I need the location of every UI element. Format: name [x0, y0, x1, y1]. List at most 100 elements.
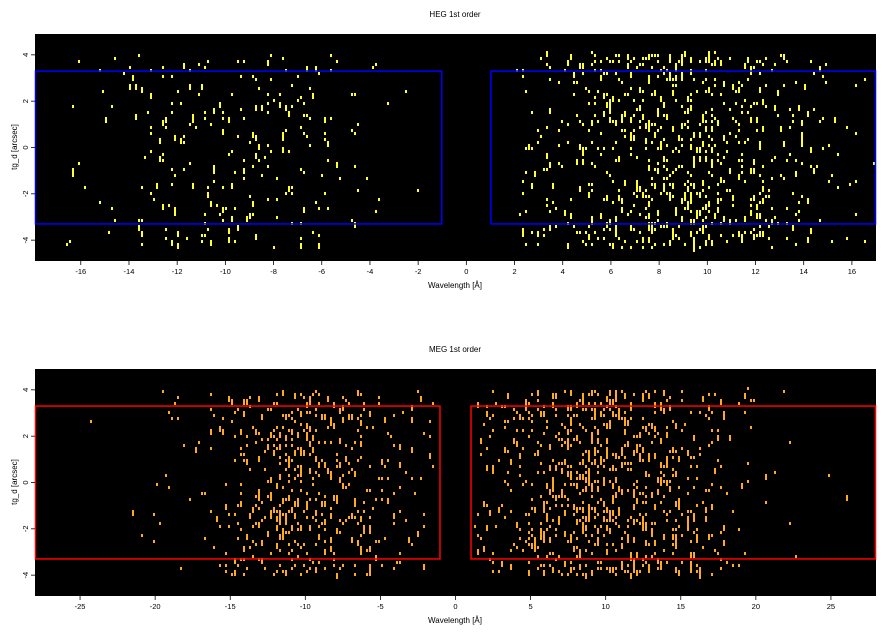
meg-event	[525, 513, 527, 516]
meg-event	[597, 561, 599, 564]
meg-event	[237, 408, 239, 411]
heg-event	[753, 168, 755, 171]
meg-event	[306, 402, 308, 408]
heg-event	[780, 126, 782, 132]
heg-event	[243, 177, 245, 180]
heg-event	[624, 183, 626, 186]
heg-event	[648, 240, 650, 243]
meg-event	[600, 462, 602, 465]
heg-event	[609, 228, 611, 231]
meg-event	[657, 477, 659, 483]
heg-event	[531, 183, 533, 189]
meg-event	[315, 510, 317, 513]
meg-event	[300, 546, 302, 549]
meg-event	[663, 465, 665, 468]
meg-event	[642, 528, 644, 531]
meg-event	[639, 570, 641, 573]
heg-event	[645, 216, 647, 219]
meg-event	[576, 555, 578, 558]
heg-event	[552, 201, 554, 204]
meg-event	[708, 405, 710, 411]
heg-event	[180, 102, 182, 105]
meg-event	[342, 474, 344, 477]
heg-event	[558, 144, 560, 147]
heg-event	[165, 237, 167, 240]
heg-event	[156, 186, 158, 189]
meg-event	[621, 537, 623, 540]
heg-event	[759, 231, 761, 234]
meg-event	[228, 513, 230, 516]
heg-event	[753, 234, 755, 240]
heg-event	[687, 186, 689, 189]
meg-event	[258, 522, 260, 528]
meg-event	[675, 528, 677, 531]
meg-event	[681, 561, 683, 564]
meg-event	[675, 519, 677, 522]
heg-event	[657, 219, 659, 222]
heg-event	[693, 246, 695, 252]
meg-event	[213, 414, 215, 417]
heg-event	[696, 192, 698, 195]
meg-event	[330, 417, 332, 420]
heg-event	[579, 120, 581, 123]
meg-event	[723, 411, 725, 417]
heg-event	[207, 228, 209, 231]
meg-event	[294, 501, 296, 507]
meg-event	[609, 423, 611, 426]
meg-event	[369, 516, 371, 519]
meg-event	[360, 552, 362, 555]
meg-event	[621, 492, 623, 495]
heg-event	[729, 189, 731, 192]
heg-region-2	[490, 70, 877, 225]
heg-event	[222, 117, 224, 120]
heg-event	[741, 84, 743, 87]
heg-event	[603, 72, 605, 75]
meg-event	[351, 468, 353, 471]
meg-event	[690, 465, 692, 468]
heg-event	[255, 135, 257, 141]
meg-event	[243, 399, 245, 405]
heg-event	[630, 153, 632, 156]
heg-event	[591, 243, 593, 246]
meg-event	[582, 477, 584, 480]
meg-event	[666, 462, 668, 465]
heg-event	[666, 144, 668, 147]
meg-event	[519, 474, 521, 477]
meg-event	[687, 519, 689, 525]
meg-event	[219, 525, 221, 528]
heg-event	[618, 156, 620, 159]
heg-event	[630, 60, 632, 63]
heg-event	[762, 189, 764, 192]
heg-event	[762, 165, 764, 168]
heg-event	[705, 195, 707, 198]
meg-event	[210, 393, 212, 396]
heg-event	[756, 117, 758, 123]
heg-event	[804, 84, 806, 90]
heg-event	[129, 66, 131, 69]
heg-event	[759, 60, 761, 63]
meg-event	[294, 468, 296, 471]
meg-event	[522, 549, 524, 552]
heg-event	[708, 210, 710, 213]
heg-event	[684, 111, 686, 114]
meg-event	[405, 519, 407, 522]
meg-event	[612, 543, 614, 546]
meg-event	[597, 429, 599, 435]
meg-event	[591, 507, 593, 510]
meg-event	[675, 471, 677, 477]
meg-event	[723, 417, 725, 420]
heg-event	[621, 81, 623, 84]
heg-event	[759, 141, 761, 147]
heg-event	[618, 198, 620, 201]
meg-event	[624, 423, 626, 426]
heg-event	[576, 81, 578, 84]
heg-x-tick-label: 8	[657, 267, 661, 276]
heg-event	[732, 204, 734, 207]
meg-event	[324, 495, 326, 498]
heg-event	[219, 102, 221, 108]
heg-event	[285, 105, 287, 111]
meg-event	[591, 438, 593, 441]
heg-event	[159, 156, 161, 162]
heg-event	[615, 120, 617, 126]
meg-event	[282, 414, 284, 417]
